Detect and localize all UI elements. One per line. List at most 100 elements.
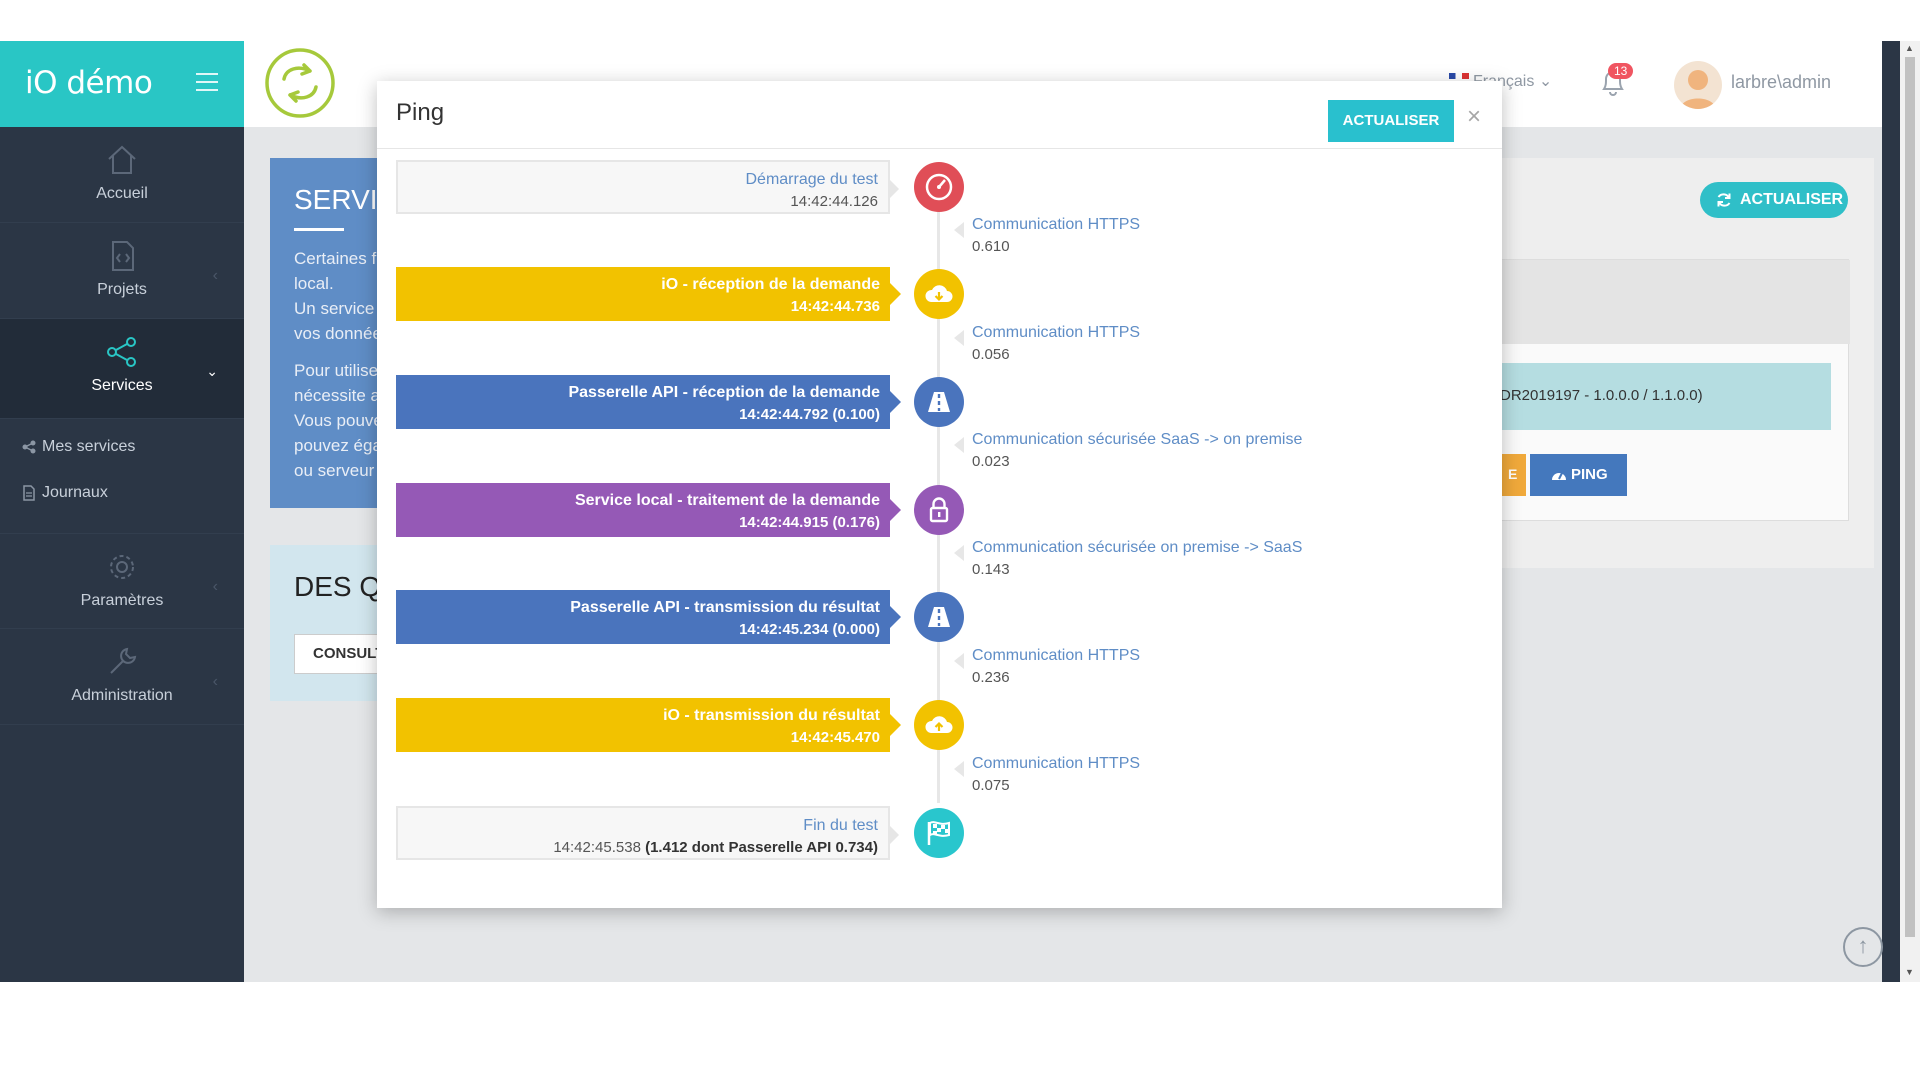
timeline-event: Service local - traitement de la demande… — [396, 483, 901, 537]
timeline-event: Passerelle API - transmission du résulta… — [396, 590, 901, 644]
speedometer-icon — [914, 162, 964, 212]
orange-action-button[interactable]: E — [1500, 454, 1526, 496]
avatar[interactable] — [1674, 61, 1722, 109]
notification-badge: 13 — [1608, 63, 1634, 79]
sidebar-subitem-journaux[interactable]: Journaux — [0, 470, 244, 516]
event-time: 14:42:44.792 (0.100) — [739, 406, 880, 423]
connection-value: 0.075 — [972, 777, 1010, 794]
logo-icon — [265, 48, 335, 118]
hamburger-menu-icon[interactable] — [196, 73, 218, 91]
user-name[interactable]: larbre\admin — [1731, 72, 1832, 92]
paragraph-line: vos données — [294, 324, 380, 343]
scroll-to-top-button[interactable]: ↑ — [1843, 927, 1883, 967]
consult-button[interactable]: CONSULTER — [294, 634, 380, 674]
checkered-flag-icon — [914, 808, 964, 858]
connection-label: Communication sécurisée SaaS -> on premi… — [972, 431, 1303, 448]
cloud-upload-icon — [914, 700, 964, 750]
timeline-connection: Communication HTTPS 0.056 — [953, 322, 1141, 366]
service-card-header — [1501, 260, 1850, 344]
event-label: Passerelle API - réception de la demande — [568, 384, 880, 401]
chevron-down-icon: ⌄ — [206, 363, 218, 379]
speedometer-icon — [1552, 472, 1566, 480]
connection-value: 0.236 — [972, 669, 1010, 686]
paragraph-line: local. — [294, 274, 334, 293]
share-icon — [107, 337, 136, 367]
modal-refresh-button[interactable]: ACTUALISER — [1328, 100, 1454, 142]
chevron-left-icon: ‹ — [212, 267, 218, 284]
sidebar-item-projets[interactable]: Projets ‹ — [0, 223, 244, 319]
brand-bar: iO démo — [0, 41, 244, 127]
event-time-value: 14:42:45.538 — [553, 839, 641, 856]
paragraph-line: nécessite a — [294, 386, 380, 405]
connection-label: Communication HTTPS — [972, 647, 1141, 664]
timeline-connection: Communication sécurisée on premise -> Sa… — [953, 537, 1302, 581]
version-info: DR2019197 - 1.0.0.0 / 1.1.0.0) — [1500, 363, 1831, 430]
services-panel: SERVICES Certaines fonctionnalités local… — [270, 158, 380, 508]
sidebar-subitem-mes-services[interactable]: Mes services — [0, 424, 244, 470]
timeline-event: iO - réception de la demande 14:42:44.73… — [396, 267, 901, 321]
event-label: Démarrage du test — [745, 171, 878, 188]
timeline-connection: Communication sécurisée SaaS -> on premi… — [953, 429, 1303, 473]
event-time: 14:42:44.915 (0.176) — [739, 514, 880, 531]
sidebar-item-label: Administration — [71, 687, 173, 704]
paragraph-line: ou serveur — [294, 461, 375, 480]
sidebar-item-label: Paramètres — [80, 592, 164, 609]
app-window: iO démo Accueil Projets ‹ Services ⌄ Mes… — [0, 41, 1920, 982]
close-icon[interactable]: × — [1467, 103, 1482, 130]
sidebar-item-accueil[interactable]: Accueil — [0, 127, 244, 223]
ping-modal: Ping ACTUALISER × Démarrage du test 14:4… — [377, 81, 1502, 908]
cloud-download-icon — [914, 269, 964, 319]
scroll-up-arrow-icon[interactable]: ▲ — [1905, 43, 1914, 53]
timeline-connection: Communication HTTPS 0.075 — [953, 753, 1140, 797]
arrow-up-icon: ↑ — [1857, 933, 1869, 958]
ping-timeline: Démarrage du test 14:42:44.126 Communica… — [377, 149, 1502, 908]
sidebar-item-services[interactable]: Services ⌄ — [0, 319, 244, 419]
app-title: iO démo — [25, 65, 153, 101]
paragraph-line: Vous pouvez — [294, 411, 380, 430]
sidebar-item-label: Services — [91, 377, 153, 394]
refresh-label: ACTUALISER — [1740, 191, 1844, 208]
ping-label: PING — [1571, 466, 1608, 483]
event-time: 14:42:45.470 — [790, 729, 880, 746]
section-title: SERVICES — [294, 184, 380, 215]
version-text: DR2019197 - 1.0.0.0 / 1.1.0.0) — [1500, 387, 1703, 404]
right-edge-bar — [1882, 41, 1900, 982]
event-time-total: (1.412 dont Passerelle API 0.734) — [645, 839, 878, 856]
timeline-connection: Communication HTTPS 0.610 — [953, 214, 1140, 258]
scroll-down-arrow-icon[interactable]: ▼ — [1905, 967, 1914, 977]
event-time: 14:42:44.126 — [790, 193, 878, 210]
timeline-event: Fin du test 14:42:45.538 (1.412 dont Pas… — [396, 806, 899, 860]
orange-button-label: E — [1508, 466, 1518, 482]
event-label: Fin du test — [803, 817, 878, 834]
sidebar-item-parametres[interactable]: Paramètres ‹ — [0, 533, 244, 629]
event-label: iO - transmission du résultat — [663, 707, 880, 724]
code-file-icon — [112, 241, 134, 271]
title-underline — [294, 228, 344, 231]
chevron-left-icon: ‹ — [212, 673, 218, 690]
event-time: 14:42:45.538 (1.412 dont Passerelle API … — [398, 837, 878, 859]
flag-icon — [1449, 73, 1469, 79]
chevron-left-icon: ‹ — [212, 578, 218, 595]
connection-label: Communication HTTPS — [972, 324, 1141, 341]
home-icon — [108, 145, 136, 174]
sidebar: iO démo Accueil Projets ‹ Services ⌄ Mes… — [0, 41, 244, 982]
sidebar-subitem-label: Journaux — [42, 484, 108, 501]
refresh-button[interactable]: ACTUALISER — [1700, 182, 1848, 218]
timeline-event: iO - transmission du résultat 14:42:45.4… — [396, 698, 901, 752]
faq-panel: DES QUESTIONS CONSULTER — [270, 545, 380, 701]
connection-value: 0.143 — [972, 561, 1010, 578]
scrollbar-thumb[interactable] — [1905, 57, 1915, 937]
modal-divider — [377, 148, 1502, 149]
ping-button[interactable]: PING — [1530, 454, 1627, 496]
refresh-icon — [1717, 193, 1731, 207]
event-label: Passerelle API - transmission du résulta… — [570, 599, 880, 616]
sidebar-item-administration[interactable]: Administration ‹ — [0, 629, 244, 725]
modal-title: Ping — [396, 99, 445, 126]
chevron-down-icon: ⌄ — [1538, 73, 1553, 90]
timeline-event: Démarrage du test 14:42:44.126 — [396, 160, 899, 214]
document-icon — [23, 485, 35, 501]
road-icon — [914, 592, 964, 642]
scrollbar[interactable]: ▲ ▼ — [1900, 41, 1920, 982]
connection-value: 0.610 — [972, 238, 1010, 255]
avatar-icon — [1680, 70, 1716, 109]
